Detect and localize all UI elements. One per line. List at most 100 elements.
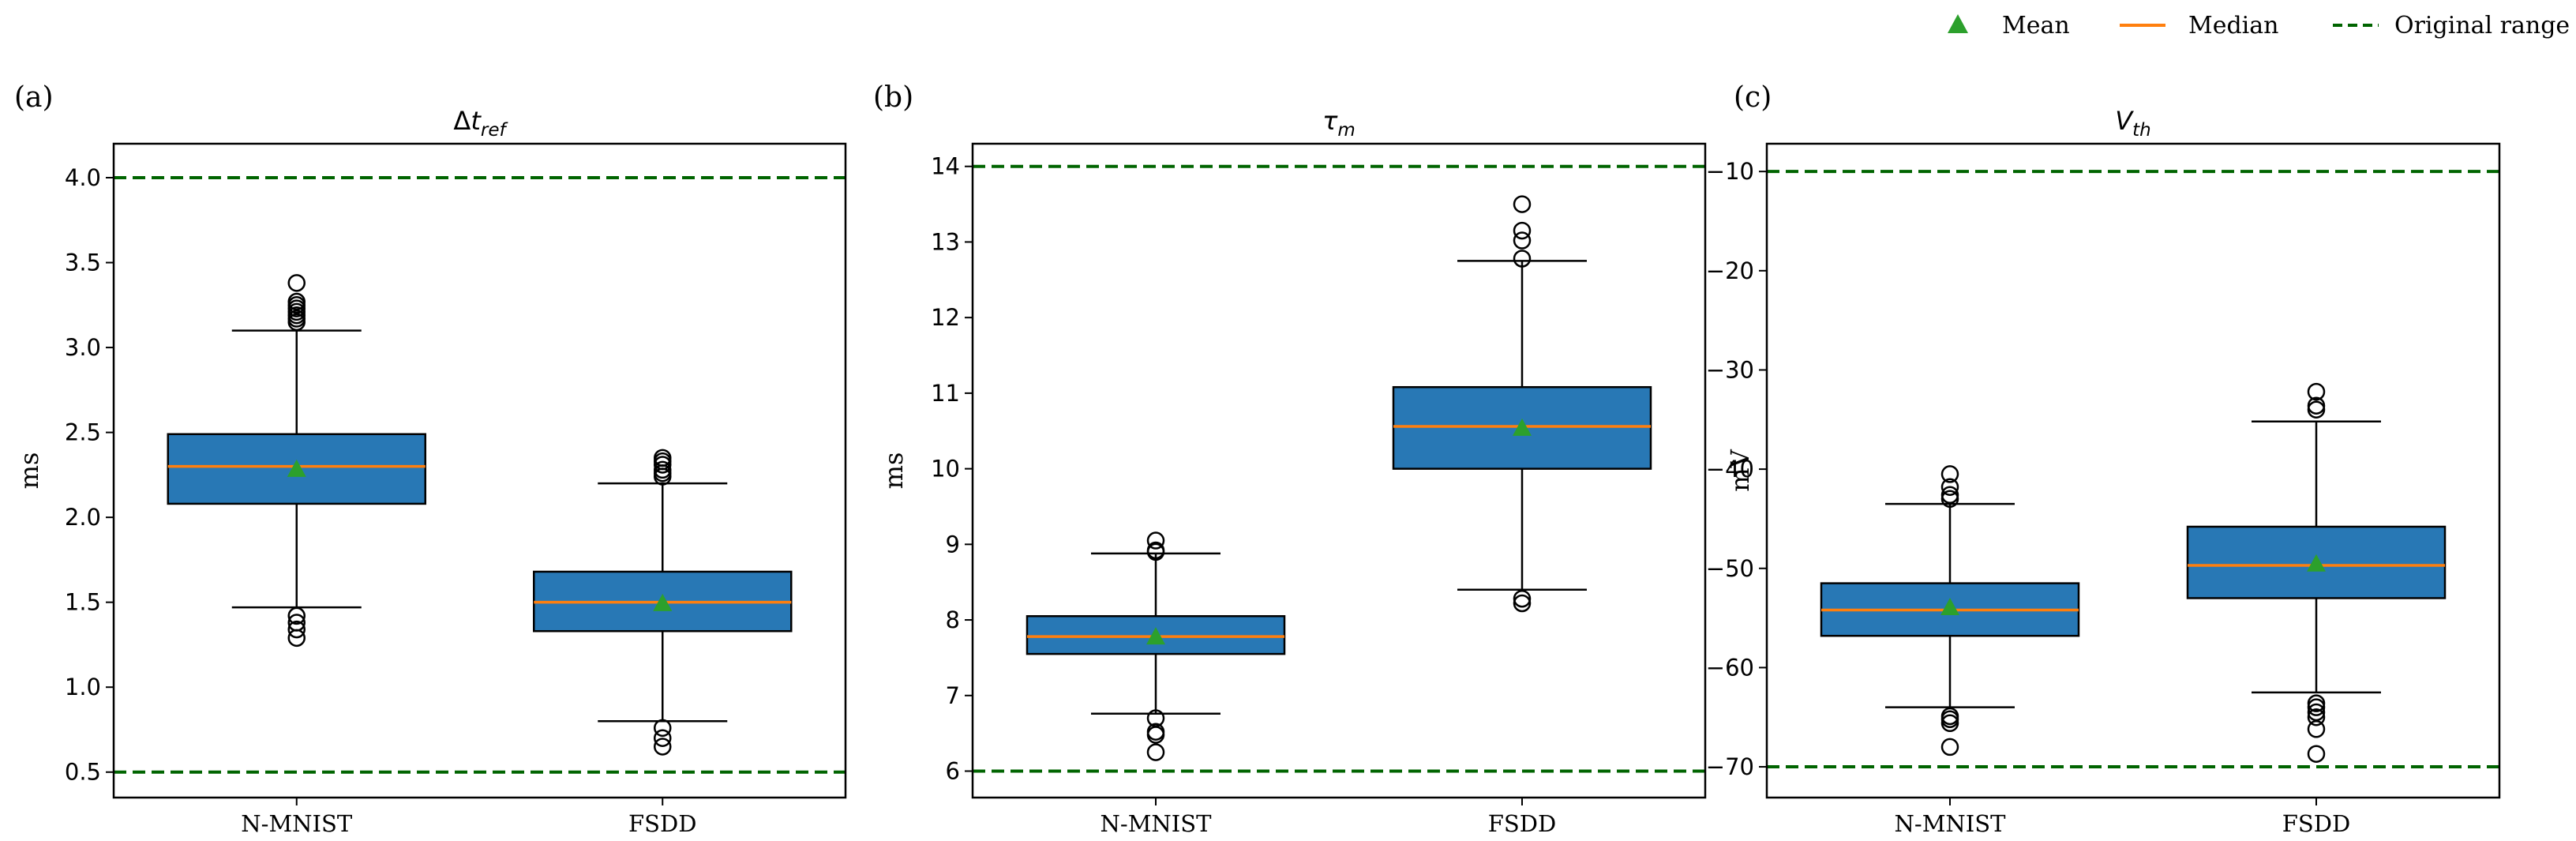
outlier-point — [2307, 694, 2326, 712]
outlier-point — [654, 719, 672, 738]
chart-title-main: V — [2115, 106, 2134, 136]
outlier-point — [2307, 703, 2326, 722]
box-fsdd — [1392, 195, 1652, 613]
y-tick-label: 1.5 — [65, 589, 101, 616]
y-tick-label: 0.5 — [65, 759, 101, 786]
legend: Mean Median Original range — [1948, 12, 2570, 39]
outlier-point — [1146, 531, 1165, 550]
y-tick-label: −10 — [1706, 158, 1754, 185]
outlier-point — [1146, 541, 1165, 560]
outlier-point — [2307, 745, 2326, 763]
panel-label: (c) — [1734, 81, 1772, 114]
panel-label: (b) — [873, 81, 913, 114]
chart-title-main: τ — [1322, 106, 1338, 136]
outlier-point — [1513, 589, 1532, 608]
y-axis-label: mV — [1725, 449, 1755, 491]
mean-marker — [1513, 418, 1532, 436]
y-tick-label: −20 — [1706, 257, 1754, 284]
outlier-point — [1513, 195, 1532, 213]
y-tick-label: 4.0 — [65, 164, 101, 191]
x-tick-label: N-MNIST — [1895, 810, 2007, 837]
legend-label: Original range — [2394, 12, 2570, 39]
legend-label: Mean — [2002, 12, 2070, 39]
outlier-point — [287, 274, 306, 292]
chart-title-delta: Δ — [453, 106, 471, 136]
x-tick-label: FSDD — [628, 810, 697, 837]
outlier-point — [1513, 221, 1532, 240]
y-tick-label: −60 — [1706, 654, 1754, 681]
panels: 0.5 1.0 1.5 2.0 2.5 3.0 3.5 4.0 N-MNIST FSDD Δtref… — [14, 81, 2501, 837]
legend-entry-median: Median — [2120, 12, 2278, 39]
y-axis-label: ms — [14, 452, 44, 490]
y-tick-label: −50 — [1706, 555, 1754, 582]
chart-title-var: t — [471, 106, 482, 136]
y-tick-label: 12 — [931, 304, 960, 331]
x-tick-label: FSDD — [1488, 810, 1557, 837]
legend-entry-mean: Mean — [1948, 12, 2070, 39]
y-tick-label: −30 — [1706, 356, 1754, 383]
mean-marker — [1940, 598, 1959, 616]
outlier-point — [1940, 707, 1959, 726]
outlier-point — [1513, 250, 1532, 268]
y-tick-label: 2.0 — [65, 504, 101, 531]
y-tick-label: −70 — [1706, 753, 1754, 780]
box-fsdd — [533, 449, 793, 756]
chart-title: Vth — [2115, 106, 2151, 141]
box-n-mnist — [1820, 465, 2080, 757]
chart-title-main: Δt — [453, 106, 482, 136]
y-tick-label: 6 — [946, 757, 960, 784]
y-tick-label: 14 — [931, 153, 960, 180]
outlier-point — [654, 729, 672, 747]
chart-title-subscript: m — [1337, 120, 1355, 141]
y-tick-label: 13 — [931, 228, 960, 255]
chart-panel-2: 6 7 8 9 10 11 12 13 14 N-MNIST FSDD τm (b) ms — [873, 81, 1707, 837]
y-tick-label: 11 — [931, 380, 960, 407]
outlier-point — [1146, 709, 1165, 727]
outlier-point — [287, 292, 306, 311]
legend-entry-original-range: Original range — [2333, 12, 2570, 39]
outlier-point — [1940, 738, 1959, 757]
y-tick-label: 3.5 — [65, 250, 101, 276]
legend-label: Median — [2188, 12, 2278, 39]
x-tick-label: N-MNIST — [241, 810, 353, 837]
axes-frame — [971, 142, 1707, 799]
y-tick-label: −40 — [1706, 456, 1754, 482]
outlier-point — [2307, 382, 2326, 401]
box-n-mnist — [1026, 531, 1286, 761]
axes-frame — [1765, 142, 2501, 799]
y-tick-label: 10 — [931, 456, 960, 482]
outlier-point — [2307, 708, 2326, 726]
outlier-point — [1146, 723, 1165, 741]
outlier-point — [1940, 465, 1959, 483]
legend-mean-icon — [1948, 14, 1968, 33]
y-tick-label: 9 — [946, 531, 960, 558]
outlier-point — [1146, 743, 1165, 761]
y-tick-label: 2.5 — [65, 419, 101, 446]
chart-panel-1: 0.5 1.0 1.5 2.0 2.5 3.0 3.5 4.0 N-MNIST FSDD Δtref… — [14, 81, 847, 837]
outlier-point — [287, 614, 306, 632]
box-n-mnist — [167, 274, 426, 648]
outlier-point — [287, 606, 306, 625]
mean-marker — [653, 593, 673, 611]
chart-title: τm — [1322, 106, 1355, 141]
mean-marker — [287, 459, 306, 477]
chart-title-subscript: ref — [481, 120, 508, 141]
y-tick-label: 8 — [946, 606, 960, 633]
y-tick-label: 3.0 — [65, 334, 101, 361]
box-fsdd — [2186, 382, 2447, 763]
outlier-point — [654, 449, 672, 467]
mean-marker — [2307, 554, 2326, 572]
chart-title-subscript: th — [2132, 120, 2151, 141]
outlier-point — [1513, 231, 1532, 250]
y-tick-label: 1.0 — [65, 674, 101, 700]
outlier-point — [654, 460, 672, 479]
outlier-point — [1940, 478, 1959, 496]
outlier-point — [2307, 400, 2326, 419]
x-tick-label: N-MNIST — [1101, 810, 1213, 837]
mean-marker — [1146, 627, 1165, 645]
outlier-point — [2307, 720, 2326, 738]
outlier-point — [287, 620, 306, 639]
x-tick-label: FSDD — [2282, 810, 2351, 837]
axes-frame — [112, 142, 847, 799]
